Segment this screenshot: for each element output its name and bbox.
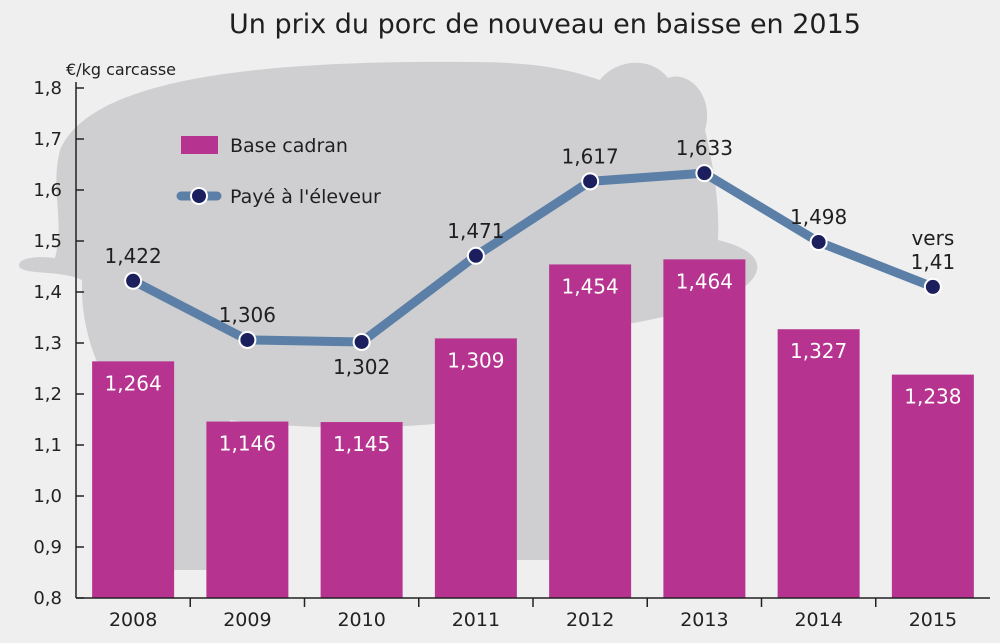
line-marker bbox=[466, 246, 485, 265]
line-value-label: 1,471 bbox=[447, 219, 504, 243]
x-tick-label: 2012 bbox=[566, 609, 614, 631]
x-tick-label: 2010 bbox=[337, 609, 385, 631]
legend-bar-label: Base cadran bbox=[230, 135, 348, 157]
bar-labels: 1,264 1,146 1,145 1,309 1,454 1,464 1,327 1,238 bbox=[104, 269, 961, 456]
bar bbox=[206, 421, 289, 598]
legend-line-label: Payé à l'éleveur bbox=[230, 186, 381, 208]
bar bbox=[891, 374, 974, 598]
bar-value-label: 1,264 bbox=[104, 371, 161, 395]
bar-value-label: 1,327 bbox=[790, 339, 847, 363]
bar-value-label: 1,145 bbox=[333, 432, 390, 456]
bar bbox=[434, 338, 517, 598]
bar-value-label: 1,238 bbox=[904, 385, 961, 409]
line-value-label: 1,633 bbox=[676, 136, 733, 160]
bar bbox=[549, 264, 632, 598]
y-tick-label: 1,5 bbox=[33, 231, 62, 252]
y-tick-label: 1,6 bbox=[33, 180, 62, 201]
line-marker bbox=[809, 233, 828, 252]
y-tick-label: 1,3 bbox=[33, 333, 62, 354]
line-value-label: 1,41 bbox=[911, 250, 956, 274]
y-tick-label: 1,0 bbox=[33, 486, 62, 507]
y-tick-label: 0,8 bbox=[33, 588, 62, 609]
x-tick-label: 2015 bbox=[909, 609, 957, 631]
line-value-label: 1,422 bbox=[104, 244, 161, 268]
bar-value-label: 1,454 bbox=[561, 274, 618, 298]
bar bbox=[92, 361, 175, 598]
line-marker bbox=[238, 330, 257, 349]
bar bbox=[777, 329, 860, 598]
bar bbox=[663, 259, 746, 598]
x-tick-label: 2014 bbox=[794, 609, 842, 631]
x-tick-label: 2008 bbox=[109, 609, 157, 631]
bar-value-label: 1,464 bbox=[676, 269, 733, 293]
line-value-label: 1,498 bbox=[790, 205, 847, 229]
y-axis-ticks: 0,8 0,9 1,0 1,1 1,2 1,3 1,4 1,5 1,6 1,7 1,8 bbox=[33, 78, 84, 609]
line-marker bbox=[581, 172, 600, 191]
line-value-label: 1,302 bbox=[333, 355, 390, 379]
y-tick-label: 1,4 bbox=[33, 282, 62, 303]
line-marker bbox=[923, 277, 942, 296]
y-tick-label: 0,9 bbox=[33, 537, 62, 558]
y-axis-unit-label: €/kg carcasse bbox=[66, 60, 176, 79]
line-series bbox=[124, 164, 942, 351]
bar bbox=[320, 422, 403, 598]
chart-title: Un prix du porc de nouveau en baisse en … bbox=[229, 9, 861, 40]
x-axis-ticks: 2008 2009 2010 2011 2012 2013 2014 2015 bbox=[109, 598, 957, 631]
line-path bbox=[128, 168, 938, 347]
x-tick-label: 2011 bbox=[452, 609, 500, 631]
x-tick-label: 2013 bbox=[680, 609, 728, 631]
y-tick-label: 1,1 bbox=[33, 435, 62, 456]
legend: Base cadran Payé à l'éleveur bbox=[176, 135, 381, 208]
line-value-prefix: vers bbox=[911, 226, 954, 250]
y-tick-label: 1,7 bbox=[33, 129, 62, 150]
bar-value-label: 1,309 bbox=[447, 348, 504, 372]
x-tick-label: 2009 bbox=[223, 609, 271, 631]
line-marker bbox=[124, 271, 143, 290]
line-value-label: 1,617 bbox=[561, 144, 618, 168]
line-marker bbox=[695, 164, 714, 183]
y-tick-label: 1,8 bbox=[33, 78, 62, 99]
line-marker bbox=[352, 332, 371, 351]
bar-value-label: 1,146 bbox=[219, 432, 276, 456]
legend-line-marker bbox=[190, 187, 208, 205]
line-labels: 1,422 1,306 1,302 1,471 1,617 1,633 1,498 1,41v… bbox=[104, 136, 955, 379]
bar-series bbox=[92, 259, 974, 598]
y-tick-label: 1,2 bbox=[33, 384, 62, 405]
legend-bar-swatch bbox=[181, 136, 218, 154]
line-value-label: 1,306 bbox=[219, 303, 276, 327]
